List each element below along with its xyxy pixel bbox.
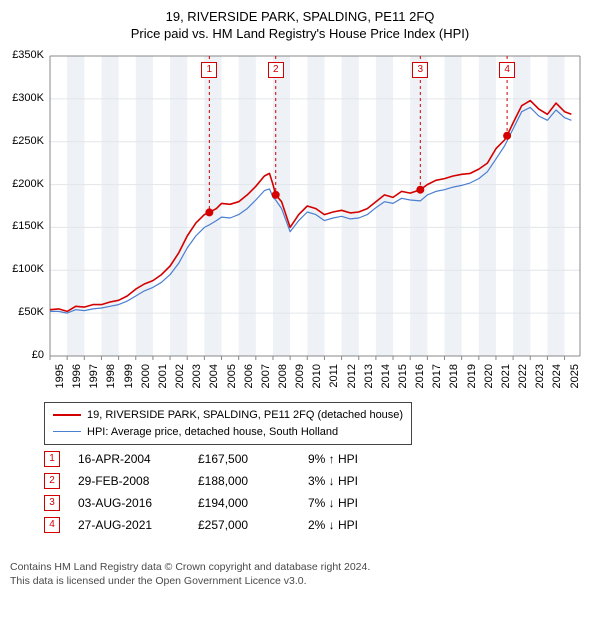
sale-row: 1 16-APR-2004£167,5009% ↑ HPI [44, 448, 418, 470]
x-axis-label: 2015 [397, 364, 409, 394]
sale-price: £188,000 [198, 474, 308, 488]
x-axis-label: 2017 [431, 364, 443, 394]
sale-price: £167,500 [198, 452, 308, 466]
x-axis-label: 2002 [174, 364, 186, 394]
sale-index-box: 2 [44, 473, 60, 489]
sale-price: £257,000 [198, 518, 308, 532]
y-axis-label: £50K [4, 306, 44, 318]
legend-item: 19, RIVERSIDE PARK, SPALDING, PE11 2FQ (… [53, 407, 403, 424]
chart-legend: 19, RIVERSIDE PARK, SPALDING, PE11 2FQ (… [44, 402, 412, 445]
sale-price: £194,000 [198, 496, 308, 510]
x-axis-label: 2019 [466, 364, 478, 394]
x-axis-label: 2010 [311, 364, 323, 394]
sale-marker: 4 [499, 62, 515, 78]
x-axis-label: 1998 [105, 364, 117, 394]
x-axis-label: 2014 [380, 364, 392, 394]
legend-swatch [53, 431, 81, 432]
sales-table: 1 16-APR-2004£167,5009% ↑ HPI 2 29-FEB-2008… [44, 448, 418, 536]
sale-index-box: 1 [44, 451, 60, 467]
sale-date: 03-AUG-2016 [78, 496, 198, 510]
sale-row: 2 29-FEB-2008£188,0003% ↓ HPI [44, 470, 418, 492]
x-axis-label: 2024 [551, 364, 563, 394]
sale-date: 29-FEB-2008 [78, 474, 198, 488]
sale-index-box: 4 [44, 517, 60, 533]
x-axis-label: 2016 [414, 364, 426, 394]
sale-marker: 3 [412, 62, 428, 78]
x-axis-label: 1996 [71, 364, 83, 394]
legend-swatch [53, 414, 81, 416]
y-axis-label: £100K [4, 263, 44, 275]
x-axis-label: 2000 [140, 364, 152, 394]
legend-label: HPI: Average price, detached house, Sout… [87, 424, 338, 441]
footer-line-1: Contains HM Land Registry data © Crown c… [10, 560, 370, 574]
x-axis-label: 2012 [346, 364, 358, 394]
x-axis-label: 2022 [517, 364, 529, 394]
x-axis-label: 1999 [123, 364, 135, 394]
x-axis-label: 1995 [54, 364, 66, 394]
sale-hpi-diff: 2% ↓ HPI [308, 518, 418, 532]
x-axis-label: 2018 [448, 364, 460, 394]
y-axis-label: £350K [4, 49, 44, 61]
x-axis-label: 2020 [483, 364, 495, 394]
x-axis-label: 2023 [534, 364, 546, 394]
sale-hpi-diff: 7% ↓ HPI [308, 496, 418, 510]
sale-index-box: 3 [44, 495, 60, 511]
sale-marker: 2 [268, 62, 284, 78]
sale-hpi-diff: 3% ↓ HPI [308, 474, 418, 488]
legend-label: 19, RIVERSIDE PARK, SPALDING, PE11 2FQ (… [87, 407, 403, 424]
price-chart-container: { "title": "19, RIVERSIDE PARK, SPALDING… [0, 0, 600, 620]
sale-date: 16-APR-2004 [78, 452, 198, 466]
x-axis-label: 2006 [243, 364, 255, 394]
x-axis-label: 2021 [500, 364, 512, 394]
x-axis-label: 2008 [277, 364, 289, 394]
x-axis-label: 2005 [226, 364, 238, 394]
legend-item: HPI: Average price, detached house, Sout… [53, 424, 403, 441]
x-axis-label: 1997 [88, 364, 100, 394]
x-axis-label: 2011 [328, 364, 340, 394]
x-axis-label: 2007 [260, 364, 272, 394]
footer-line-2: This data is licensed under the Open Gov… [10, 574, 370, 588]
sale-hpi-diff: 9% ↑ HPI [308, 452, 418, 466]
attribution-footer: Contains HM Land Registry data © Crown c… [10, 560, 370, 588]
x-axis-label: 2003 [191, 364, 203, 394]
x-axis-label: 2013 [363, 364, 375, 394]
y-axis-label: £300K [4, 92, 44, 104]
y-axis-label: £150K [4, 220, 44, 232]
x-axis-label: 2004 [208, 364, 220, 394]
y-axis-label: £250K [4, 135, 44, 147]
x-axis-label: 2001 [157, 364, 169, 394]
sale-date: 27-AUG-2021 [78, 518, 198, 532]
sale-row: 4 27-AUG-2021£257,0002% ↓ HPI [44, 514, 418, 536]
y-axis-label: £200K [4, 178, 44, 190]
x-axis-label: 2009 [294, 364, 306, 394]
x-axis-label: 2025 [569, 364, 581, 394]
y-axis-label: £0 [4, 349, 44, 361]
sale-marker: 1 [201, 62, 217, 78]
sale-row: 3 03-AUG-2016£194,0007% ↓ HPI [44, 492, 418, 514]
